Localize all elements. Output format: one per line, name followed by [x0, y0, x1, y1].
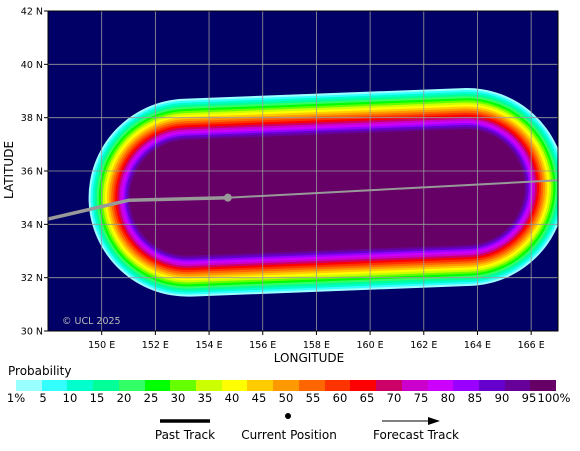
colorbar-label: 25 — [143, 391, 159, 405]
colorbar-swatch — [504, 380, 531, 391]
colorbar-swatch — [427, 380, 454, 391]
colorbar-swatch — [247, 380, 274, 391]
colorbar-label: 55 — [305, 391, 321, 405]
colorbar-swatch — [41, 380, 68, 391]
longitude-tick-label: 152 E — [142, 340, 169, 351]
colorbar-label: 90 — [494, 391, 510, 405]
past-track-line-icon — [160, 419, 210, 423]
colorbar-label: 10 — [62, 391, 78, 405]
colorbar-label: 35 — [197, 391, 213, 405]
longitude-tick-label: 154 E — [195, 340, 222, 351]
current-position-label: Current Position — [241, 428, 337, 442]
longitude-ticks: 150 E 152 E 154 E 156 E 158 E 160 E 162 E 164 E… — [88, 331, 545, 351]
colorbar-swatch — [144, 380, 171, 391]
colorbar-label: 80 — [440, 391, 456, 405]
colorbar-swatch — [93, 380, 119, 391]
colorbar-swatch — [376, 380, 402, 391]
colorbar-swatch — [16, 380, 42, 391]
longitude-tick-label: 166 E — [518, 340, 545, 351]
latitude-tick-label: 42 N — [21, 7, 43, 18]
colorbar-label: 45 — [251, 391, 267, 405]
current-position-key: Current Position — [240, 412, 340, 444]
forecast-track-arrow-icon — [382, 417, 440, 425]
colorbar-swatch — [298, 380, 325, 391]
colorbar-label: 85 — [467, 391, 483, 405]
latitude-tick-label: 38 N — [21, 113, 43, 124]
colorbar-label: 70 — [386, 391, 402, 405]
longitude-tick-label: 150 E — [88, 340, 115, 351]
colorbar-label: 30 — [170, 391, 186, 405]
colorbar-label: 5 — [39, 391, 47, 405]
colorbar-label: 65 — [359, 391, 375, 405]
longitude-tick-label: 160 E — [357, 340, 384, 351]
latitude-tick-label: 36 N — [21, 167, 43, 178]
colorbar-swatch — [350, 380, 377, 391]
current-position-marker — [223, 193, 232, 202]
longitude-tick-label: 162 E — [410, 340, 437, 351]
colorbar-swatch — [118, 380, 145, 391]
colorbar-label: 20 — [116, 391, 132, 405]
past-track-label: Past Track — [154, 428, 216, 442]
latitude-ticks: 30 N 32 N 34 N 36 N 38 N 40 N 42 N — [21, 7, 48, 338]
current-position-dot-icon — [285, 413, 291, 419]
colorbar-swatch — [453, 380, 479, 391]
colorbar-label: 95 — [521, 391, 537, 405]
latitude-tick-label: 34 N — [21, 220, 43, 231]
colorbar-label: 50 — [278, 391, 294, 405]
past-track-line — [48, 195, 228, 221]
colorbar-label: 60 — [332, 391, 348, 405]
legend-title: Probability — [8, 364, 72, 378]
longitude-tick-label: 158 E — [303, 340, 330, 351]
latitude-tick-label: 30 N — [21, 327, 43, 338]
copyright-label: © UCL 2025 — [62, 316, 121, 327]
colorbar-label: 100% — [537, 391, 571, 405]
y-axis-title: LATITUDE — [2, 141, 16, 199]
colorbar-swatch — [401, 380, 428, 391]
colorbar-swatch — [478, 380, 505, 391]
colorbar-labels: 1% 5 10 15 20 25 30 35 40 45 50 55 60 65 70 75 80 85 90 95 1… — [0, 391, 580, 405]
colorbar-label: 40 — [224, 391, 240, 405]
longitude-tick-label: 164 E — [464, 340, 491, 351]
colorbar-label: 1% — [6, 391, 26, 405]
past-track-key: Past Track — [150, 412, 220, 444]
longitude-tick-label: 156 E — [249, 340, 276, 351]
x-axis-title: LONGITUDE — [274, 351, 344, 365]
forecast-track-label: Forecast Track — [373, 428, 459, 442]
colorbar-swatch — [67, 380, 94, 391]
colorbar-swatch — [324, 380, 351, 391]
probability-colorbar — [16, 380, 557, 391]
colorbar-swatch — [170, 380, 197, 391]
colorbar-label: 75 — [413, 391, 429, 405]
forecast-track-key: Forecast Track — [368, 412, 468, 444]
colorbar-label: 15 — [89, 391, 105, 405]
latitude-tick-label: 32 N — [21, 273, 43, 284]
colorbar-swatch — [530, 380, 557, 391]
forecast-track-line — [227, 179, 558, 199]
colorbar-swatch — [221, 380, 248, 391]
storm-track — [48, 179, 558, 221]
latitude-tick-label: 40 N — [21, 60, 43, 71]
colorbar-swatch — [196, 380, 222, 391]
colorbar-swatch — [273, 380, 299, 391]
